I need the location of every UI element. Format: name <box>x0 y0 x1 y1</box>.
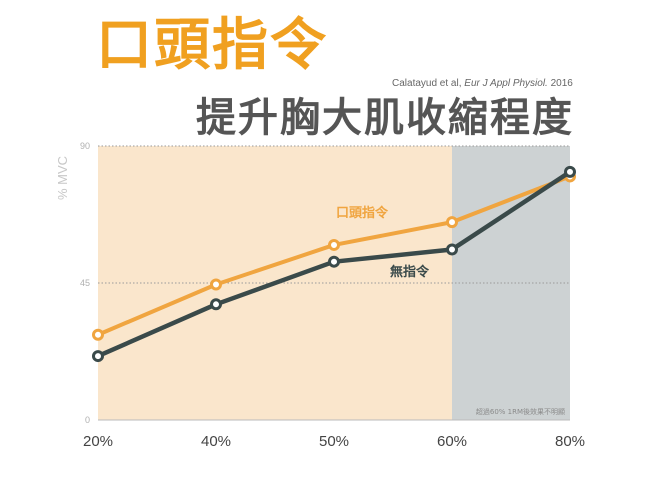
data-point <box>92 328 104 341</box>
x-tick-label: 40% <box>201 433 231 450</box>
chart-subtitle: 提升胸大肌收縮程度 <box>196 95 574 141</box>
data-point <box>328 255 340 268</box>
y-tick-label: 90 <box>80 141 90 151</box>
data-point <box>446 243 458 256</box>
data-point <box>328 238 340 251</box>
series-label: 無指令 <box>390 264 430 280</box>
citation-journal: Eur J Appl Physiol. <box>464 78 548 89</box>
y-tick-label: 0 <box>85 415 90 425</box>
x-tick-label: 60% <box>437 433 467 450</box>
data-point <box>92 350 104 363</box>
x-tick-label: 50% <box>319 433 349 450</box>
shaded-region-label: 超過60% 1RM後效果不明顯 <box>476 407 565 416</box>
x-tick-label: 20% <box>83 433 113 450</box>
chart-title: 口頭指令 <box>96 13 328 78</box>
x-tick-label: 80% <box>555 433 585 450</box>
citation-year: 2016 <box>550 78 573 89</box>
data-point <box>446 216 458 229</box>
series-label: 口頭指令 <box>336 205 389 221</box>
citation: Calatayud et al, Eur J Appl Physiol. 201… <box>392 78 573 89</box>
y-axis-label: % MVC <box>55 156 70 200</box>
data-point <box>210 278 222 291</box>
data-point <box>564 165 576 178</box>
data-point <box>210 298 222 311</box>
citation-authors: Calatayud et al, <box>392 78 462 89</box>
y-tick-label: 45 <box>80 278 90 288</box>
